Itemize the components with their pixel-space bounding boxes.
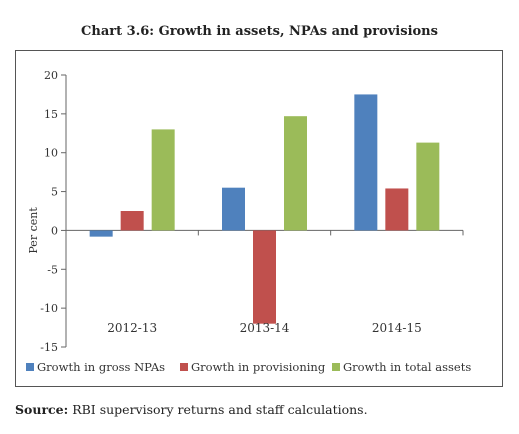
- x-tick-label: 2013-14: [240, 321, 290, 335]
- bar: [120, 211, 144, 231]
- y-tick-label: -10: [40, 302, 58, 315]
- legend-swatch: [180, 363, 188, 371]
- source-note: Source: RBI supervisory returns and staf…: [15, 402, 368, 417]
- bar: [385, 188, 409, 231]
- y-tick-label: 10: [44, 147, 58, 160]
- y-tick-label: 15: [44, 108, 58, 121]
- chart-frame: [15, 50, 503, 387]
- chart-title: Chart 3.6: Growth in assets, NPAs and pr…: [81, 24, 438, 39]
- y-axis-label: Per cent: [27, 207, 40, 254]
- x-tick-label: 2012-13: [107, 321, 157, 335]
- bar: [151, 129, 175, 231]
- source-label: Source:: [15, 402, 69, 417]
- bar: [253, 230, 276, 324]
- x-tick-label: 2014-15: [372, 321, 422, 335]
- bar: [89, 230, 113, 237]
- source-text: RBI supervisory returns and staff calcul…: [68, 402, 368, 417]
- legend-label: Growth in provisioning: [191, 360, 326, 374]
- bar: [222, 187, 245, 231]
- legend-label: Growth in gross NPAs: [37, 360, 165, 374]
- y-tick-label: 20: [44, 69, 58, 82]
- legend-label: Growth in total assets: [343, 360, 471, 374]
- legend-swatch: [332, 363, 340, 371]
- y-tick-label: -15: [40, 341, 58, 354]
- y-tick-label: 5: [51, 186, 58, 199]
- legend-swatch: [26, 363, 34, 371]
- bar: [354, 94, 378, 231]
- bar: [284, 116, 307, 231]
- bar: [416, 142, 440, 231]
- y-tick-label: -5: [47, 263, 58, 276]
- y-tick-label: 0: [51, 224, 58, 237]
